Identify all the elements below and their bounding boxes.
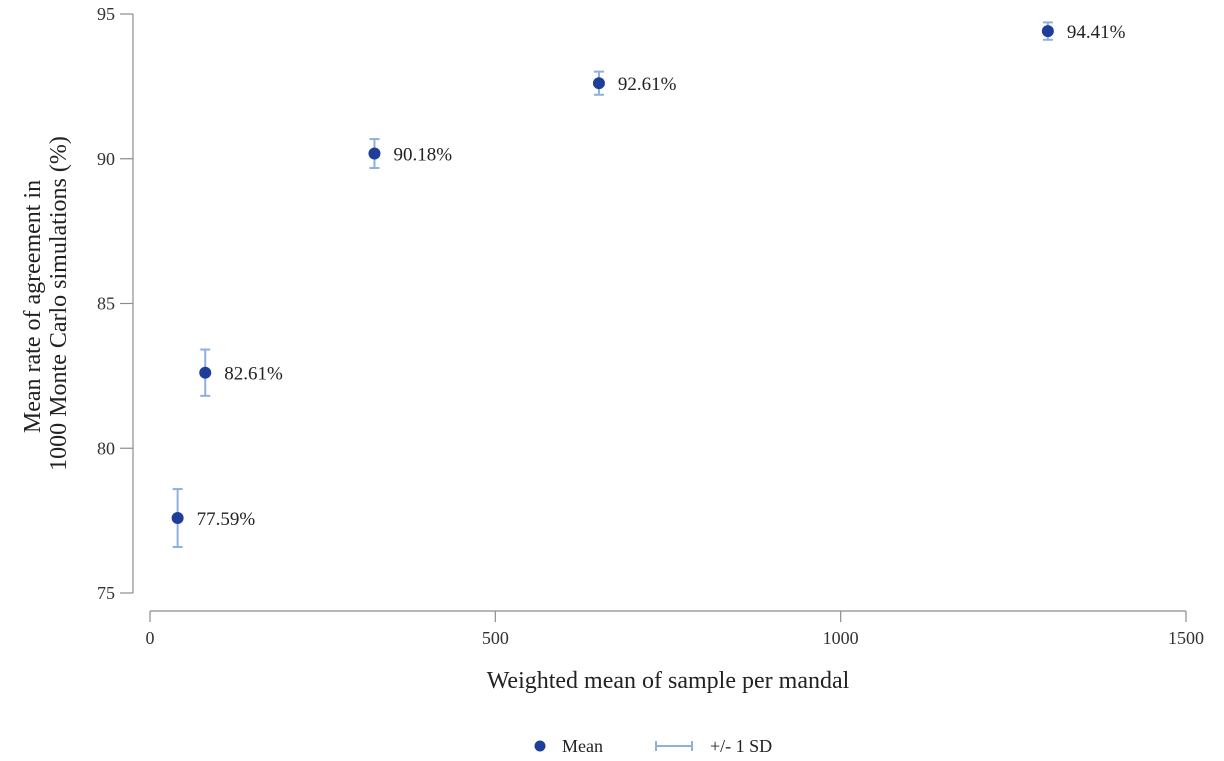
x-axis-ticks: 0 500 1000 1500: [146, 611, 1204, 648]
data-point-group: 82.61%: [199, 348, 283, 397]
x-tick-label: 1000: [823, 628, 859, 648]
mean-point: [199, 366, 212, 379]
data-label: 90.18%: [393, 145, 452, 166]
y-axis-title-line-1: Mean rate of agreement in: [20, 180, 46, 433]
legend-sd-label: +/- 1 SD: [710, 736, 772, 756]
data-label: 94.41%: [1067, 22, 1126, 43]
data-point-group: 94.41%: [1041, 21, 1126, 43]
y-tick-label: 80: [97, 438, 115, 458]
y-axis-ticks: 75 80 85 90 95: [97, 4, 133, 603]
mean-point: [368, 147, 381, 160]
legend-mean-marker: [534, 740, 546, 752]
series-mean: 77.59% 82.61% 90.18% 92.61% 94.41%: [171, 21, 1126, 548]
data-point-group: 77.59%: [171, 488, 256, 548]
x-axis-title: Weighted mean of sample per mandal: [487, 668, 850, 694]
y-tick-label: 85: [97, 294, 115, 314]
x-tick-label: 1500: [1168, 628, 1204, 648]
legend-sd-marker: [655, 741, 693, 751]
mean-point: [171, 512, 184, 525]
legend-mean-label: Mean: [562, 736, 603, 756]
legend: Mean +/- 1 SD: [534, 736, 772, 756]
data-label: 77.59%: [197, 509, 256, 530]
y-axis-title: Mean rate of agreement in 1000 Monte Car…: [20, 136, 72, 471]
y-axis-title-line-2: 1000 Monte Carlo simulations (%): [46, 136, 72, 471]
data-point-group: 92.61%: [592, 70, 677, 96]
y-tick-label: 75: [97, 583, 115, 603]
x-tick-label: 0: [146, 628, 155, 648]
y-tick-label: 95: [97, 4, 115, 24]
data-label: 82.61%: [224, 364, 283, 385]
data-point-group: 90.18%: [368, 138, 452, 170]
mean-point: [592, 77, 605, 90]
y-tick-label: 90: [97, 149, 115, 169]
x-tick-label: 500: [482, 628, 509, 648]
mean-point: [1041, 25, 1054, 38]
axes: 75 80 85 90 95 0 500 1000 1500: [97, 4, 1204, 648]
data-label: 92.61%: [618, 74, 677, 95]
